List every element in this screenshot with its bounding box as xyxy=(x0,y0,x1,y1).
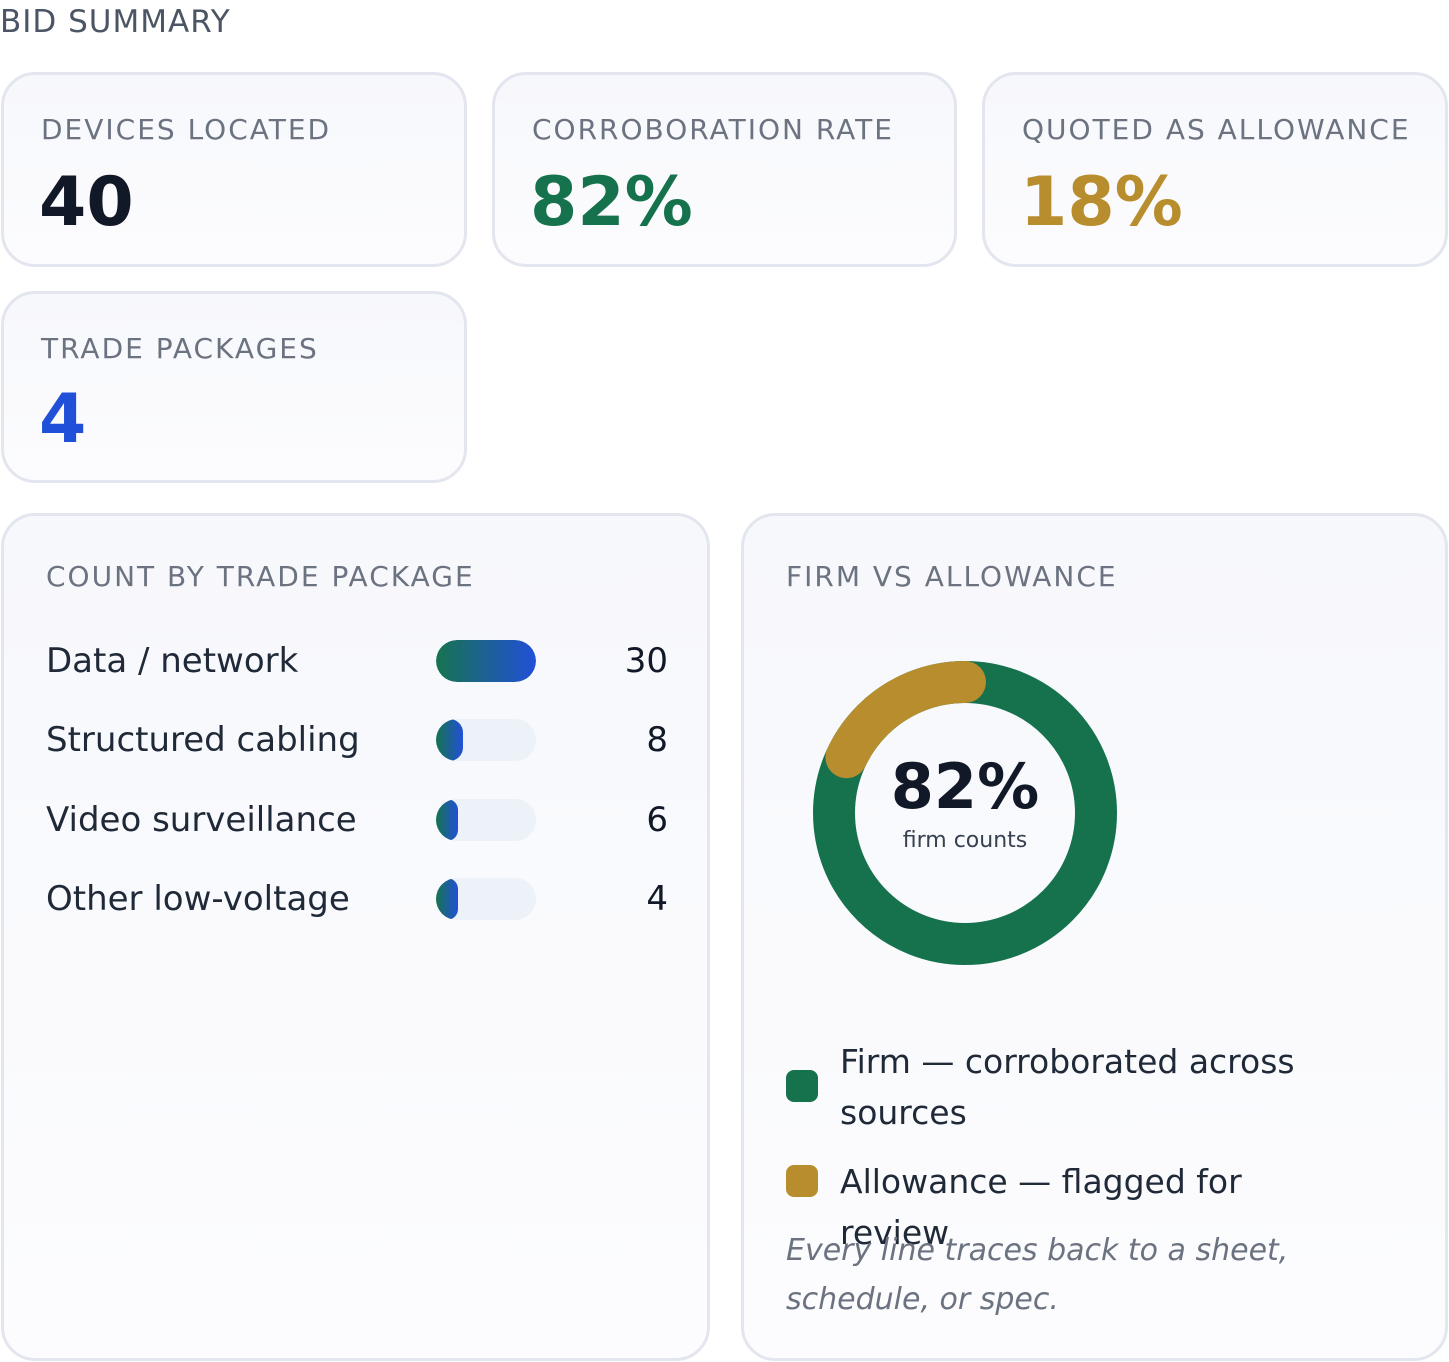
stat-card-devices-located: DEVICES LOCATED 40 xyxy=(1,72,467,267)
bar-track xyxy=(436,640,536,682)
bar-track xyxy=(436,799,536,841)
donut-slice-allowance xyxy=(825,661,986,779)
stat-value: 4 xyxy=(39,380,87,459)
stat-value: 82% xyxy=(530,163,693,242)
stat-card-trade-packages: TRADE PACKAGES 4 xyxy=(1,291,467,483)
legend-swatch-allowance xyxy=(786,1165,818,1197)
legend-label: Allowance — flagged for review xyxy=(840,1162,1242,1252)
bar-row: Video surveillance 6 xyxy=(46,795,668,845)
bar-value: 8 xyxy=(646,720,668,760)
panel-title: FIRM VS ALLOWANCE xyxy=(786,560,1118,593)
stat-label: TRADE PACKAGES xyxy=(41,332,319,365)
stat-value: 18% xyxy=(1020,163,1183,242)
legend-item-firm: Firm — corroborated across sources xyxy=(786,1036,1366,1138)
stat-value: 40 xyxy=(39,163,134,242)
stat-card-quoted-as-allowance: QUOTED AS ALLOWANCE 18% xyxy=(982,72,1448,267)
panel-title: COUNT BY TRADE PACKAGE xyxy=(46,560,475,593)
trade-package-panel: COUNT BY TRADE PACKAGE Data / network 30 S… xyxy=(1,513,710,1361)
legend-label: Firm — corroborated across sources xyxy=(840,1042,1295,1132)
bar-row: Data / network 30 xyxy=(46,636,668,686)
stat-label: DEVICES LOCATED xyxy=(41,113,332,146)
bar-fill xyxy=(436,640,536,682)
bar-value: 30 xyxy=(624,641,668,681)
bar-fill xyxy=(436,878,458,920)
bar-fill xyxy=(436,719,463,761)
bar-label: Data / network xyxy=(46,641,299,681)
legend-swatch-firm xyxy=(786,1070,818,1102)
donut-center-value: 82% xyxy=(890,750,1040,823)
firm-vs-allowance-panel: FIRM VS ALLOWANCE 82% firm counts Firm —… xyxy=(741,513,1448,1361)
bar-label: Video surveillance xyxy=(46,800,357,840)
bar-label: Other low-voltage xyxy=(46,879,350,919)
bar-label: Structured cabling xyxy=(46,720,360,760)
donut-chart: 82% firm counts xyxy=(810,658,1120,968)
bar-value: 4 xyxy=(646,879,668,919)
stat-label: QUOTED AS ALLOWANCE xyxy=(1022,113,1411,146)
bar-track xyxy=(436,878,536,920)
bar-row: Structured cabling 8 xyxy=(46,715,668,765)
footnote: Every line traces back to a sheet, sched… xyxy=(786,1233,1289,1317)
donut-center-caption: firm counts xyxy=(902,828,1028,853)
page-heading: BID SUMMARY xyxy=(0,4,231,40)
donut-svg xyxy=(813,661,1117,965)
stat-card-corroboration-rate: CORROBORATION RATE 82% xyxy=(492,72,957,267)
stat-label: CORROBORATION RATE xyxy=(532,113,894,146)
bar-fill xyxy=(436,799,458,841)
bar-value: 6 xyxy=(646,800,668,840)
legend-item-allowance: Allowance — flagged for review xyxy=(786,1156,1366,1252)
bar-row: Other low-voltage 4 xyxy=(46,874,668,924)
bar-track xyxy=(436,719,536,761)
